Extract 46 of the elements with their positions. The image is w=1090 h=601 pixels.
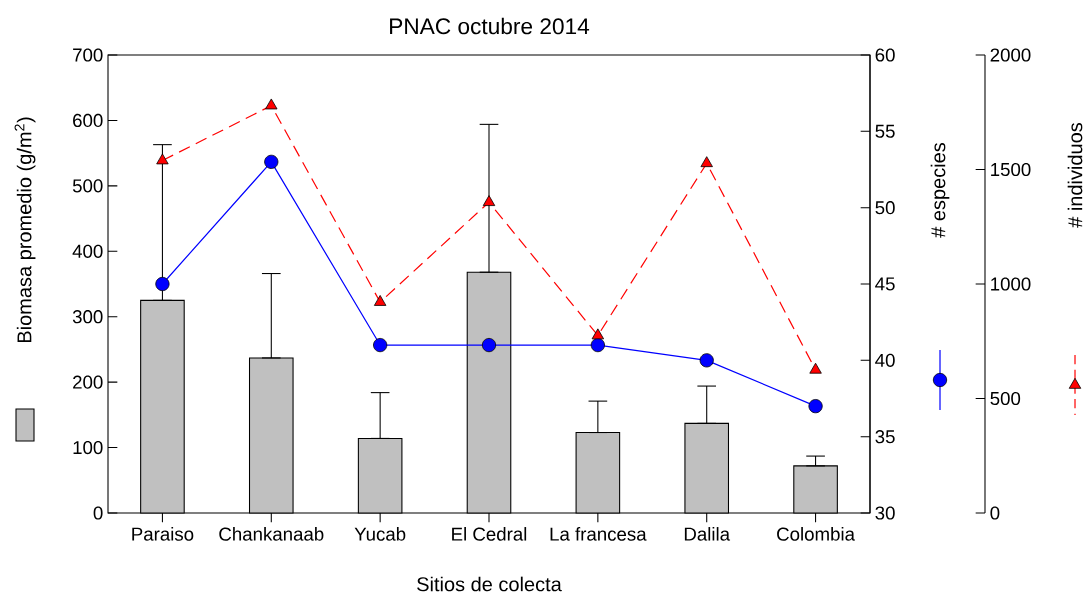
x-tick-label: Paraiso: [132, 527, 194, 541]
y3-tick-label: 2000: [990, 48, 1031, 62]
y-tick-label: 400: [72, 244, 103, 258]
x-tick-label: Dalila: [684, 527, 731, 541]
y2-tick-label: 45: [875, 277, 895, 291]
chart-title: PNAC octubre 2014: [390, 17, 590, 35]
x-axis-title: Sitios de colecta: [417, 576, 562, 592]
y3-axis-title: # individuos: [1067, 122, 1083, 228]
y2-tick-label: 50: [875, 201, 895, 215]
y3-tick-label: 0: [990, 506, 1000, 520]
point: [699, 353, 714, 368]
x-tick-label: Colombia: [777, 527, 855, 541]
y2-tick-label: 60: [875, 48, 895, 62]
y-tick-label: 300: [72, 310, 103, 324]
x-tick-label: Chankanaab: [219, 527, 324, 541]
point: [591, 328, 605, 340]
y-tick-label: 600: [73, 113, 103, 128]
y-tick-label: 200: [73, 375, 103, 389]
point: [482, 195, 496, 206]
y3-tick-label: 1000: [991, 277, 1031, 291]
y-tick-label: 500: [72, 179, 103, 193]
y3-tick-label: 500: [990, 391, 1021, 406]
y-tick-label: 700: [73, 48, 103, 62]
point: [590, 338, 605, 353]
point: [481, 338, 497, 353]
point: [264, 154, 279, 169]
point: [373, 295, 387, 306]
point: [265, 98, 278, 110]
x-tick-label: La francesa: [550, 527, 647, 541]
point: [373, 338, 388, 353]
y2-tick-label: 55: [875, 124, 895, 138]
y2-axis-title: # especies: [930, 142, 950, 238]
y-axis-title: Biomasa promedio (g/m$^{2}$): [14, 117, 36, 343]
y2-tick-label: 30: [875, 506, 895, 520]
point: [155, 276, 170, 292]
x-tick-label: El Cedral: [452, 527, 527, 541]
point: [808, 399, 823, 414]
y2-tick-label: 40: [875, 353, 895, 367]
point: [700, 156, 713, 168]
y3-tick-label: 1500: [991, 162, 1031, 177]
y-tick-label: 100: [73, 440, 103, 455]
point: [809, 362, 822, 374]
point: [156, 153, 169, 165]
x-tick-label: Yucab: [354, 527, 406, 541]
y-tick-label: 0: [93, 506, 103, 520]
y2-tick-label: 35: [875, 430, 895, 444]
